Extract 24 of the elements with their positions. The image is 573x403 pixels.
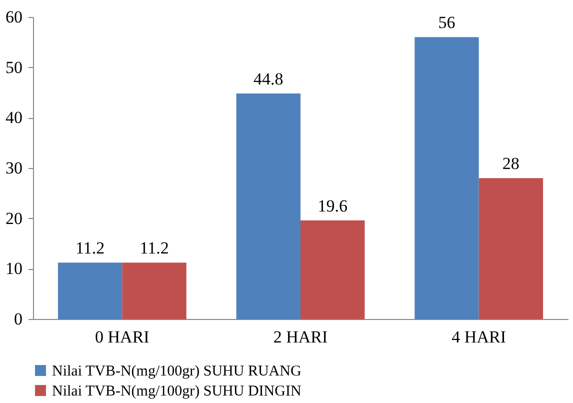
y-tick-label: 0	[14, 310, 22, 328]
x-tick-label: 2 HARI	[273, 328, 328, 346]
bar	[58, 262, 122, 319]
y-tick-label: 20	[6, 208, 22, 228]
x-tick-label: 0 HARI	[95, 328, 150, 346]
data-label: 56	[438, 13, 456, 32]
data-label: 28	[502, 154, 520, 174]
y-tick-label: 50	[6, 58, 22, 77]
data-label: 44.8	[254, 70, 284, 89]
y-tick-label: 10	[6, 259, 22, 278]
bar	[122, 262, 186, 319]
legend-label: Nilai TVB-N(mg/100gr) SUHU DINGIN	[52, 384, 302, 400]
data-label: 11.2	[140, 238, 169, 258]
data-label: 11.2	[76, 238, 105, 258]
bar	[478, 178, 544, 319]
y-tick-label: 60	[6, 8, 22, 26]
legend-label: Nilai TVB-N(mg/100gr) SUHU RUANG	[52, 364, 302, 380]
y-tick-label: 40	[6, 108, 22, 128]
x-tick-label: 4 HARI	[452, 328, 506, 346]
bar	[300, 220, 365, 319]
y-tick-label: 30	[6, 158, 22, 178]
data-label: 19.6	[318, 196, 348, 216]
bar	[414, 37, 479, 319]
bar	[236, 94, 300, 319]
